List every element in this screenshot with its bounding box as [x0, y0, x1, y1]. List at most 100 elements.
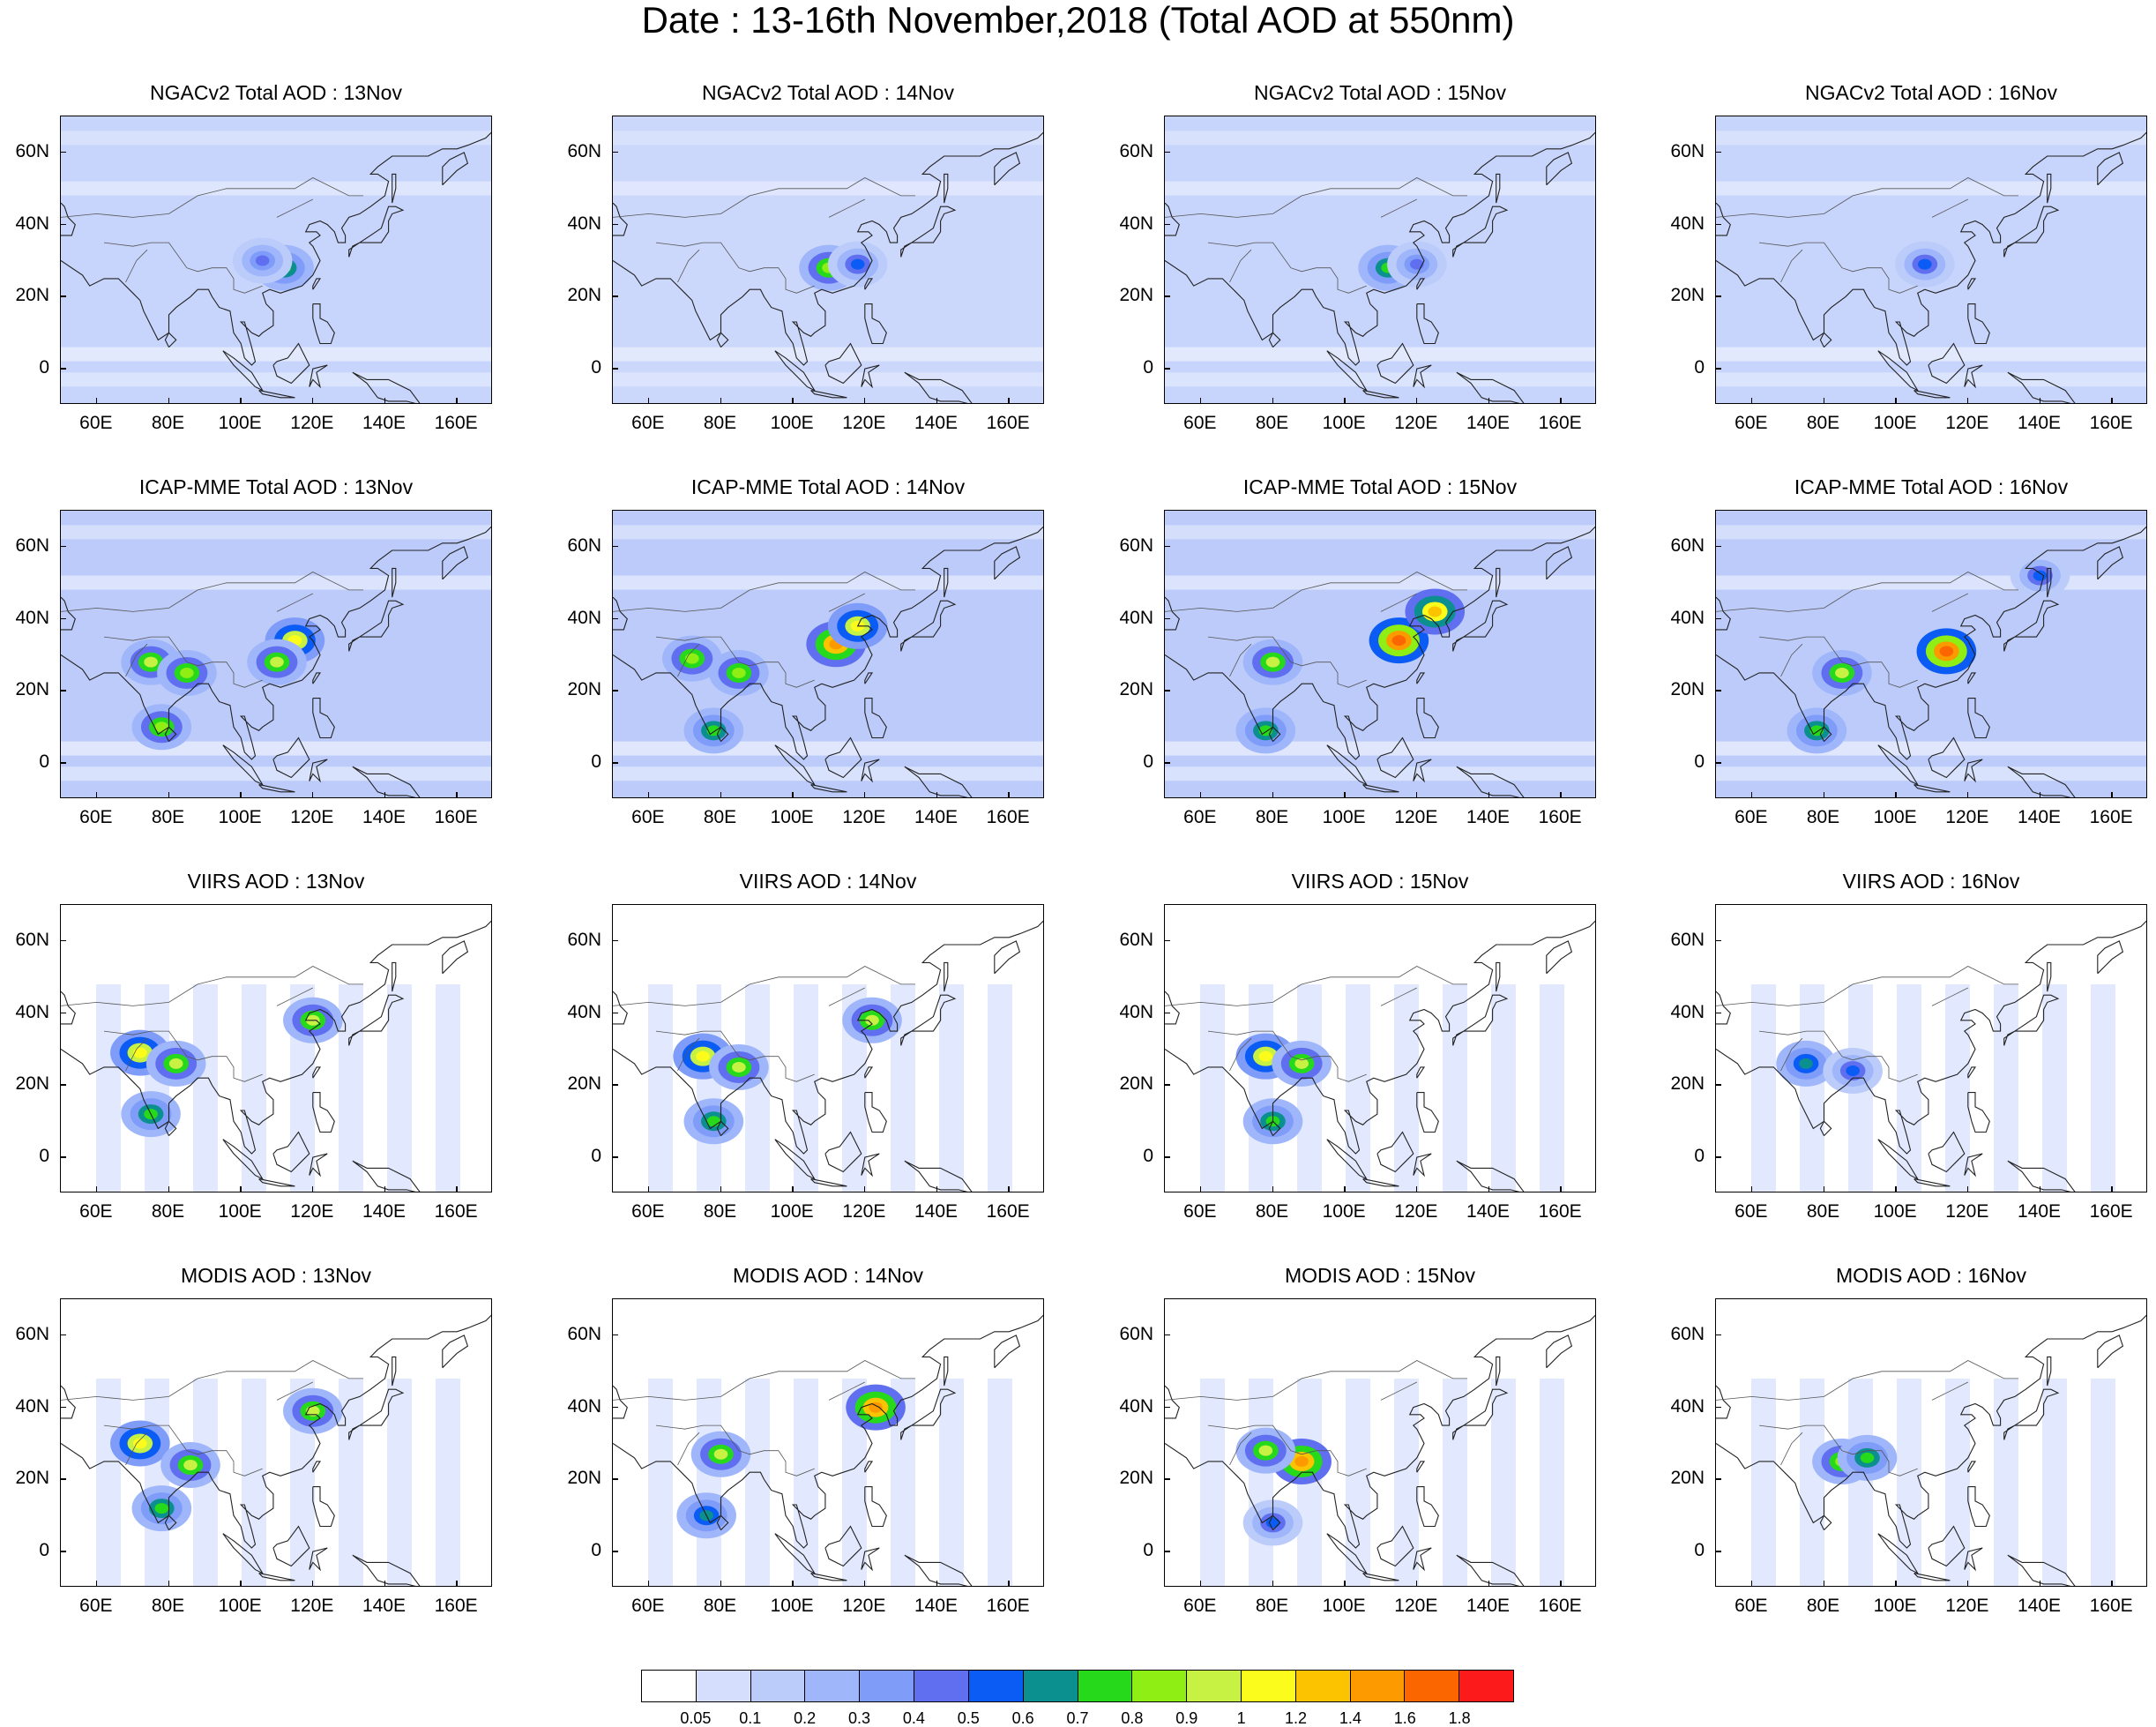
border-line	[276, 198, 313, 218]
lon-tick-label: 80E	[1806, 1201, 1840, 1222]
aod-band	[613, 525, 1043, 540]
lon-tick-label: 60E	[1734, 413, 1768, 433]
lat-tick-label: 20N	[1119, 679, 1153, 700]
swath-stripe	[1945, 984, 1970, 1192]
swath-stripe	[436, 984, 460, 1192]
coastline	[312, 1486, 335, 1528]
map-panel: MODIS AOD : 14Nov 60N 40N 20N 0 60E 80E 100E 120…	[567, 1264, 1044, 1616]
coastline	[2003, 994, 2060, 1046]
lon-tick-label: 120E	[842, 1201, 886, 1222]
lon-tick-label: 120E	[1394, 413, 1438, 433]
lon-tick	[1750, 1186, 1753, 1192]
coastline	[824, 342, 862, 385]
lon-tick-label: 100E	[1873, 1596, 1917, 1616]
lat-tick	[1164, 762, 1170, 764]
map-panel: NGACv2 Total AOD : 16Nov 60N 40N 20N 0 60E 80E…	[1670, 81, 2147, 433]
lon-tick	[1415, 1186, 1418, 1192]
border-line	[677, 1037, 700, 1072]
panel-title: ICAP-MME Total AOD : 15Nov	[1242, 475, 1518, 498]
coastline	[944, 961, 949, 992]
coastline	[1914, 1178, 1951, 1187]
lon-tick-label: 100E	[218, 1201, 262, 1222]
lon-tick-label: 140E	[2017, 807, 2062, 827]
lat-tick-label: 0	[1694, 1540, 1705, 1561]
border-line	[1780, 643, 1803, 677]
coastline	[774, 1533, 817, 1574]
aod-field	[61, 920, 491, 1192]
lon-tick-label: 100E	[1873, 807, 1917, 827]
lat-tick	[60, 1012, 66, 1014]
swath-stripe	[2042, 1379, 2067, 1586]
lat-tick	[1715, 690, 1721, 692]
lon-tick	[2039, 1186, 2040, 1192]
lat-tick	[612, 1084, 618, 1086]
border-line	[61, 1360, 363, 1401]
coastline	[258, 390, 295, 399]
coastline	[824, 1131, 862, 1173]
swath-stripe	[648, 984, 673, 1192]
swath-stripe	[1249, 984, 1273, 1192]
map-panel: ICAP-MME Total AOD : 16Nov 60N 40N 20N 0 60E 8…	[1670, 475, 2147, 827]
lat-tick-label: 0	[39, 357, 49, 378]
map-frame	[1715, 904, 2147, 1192]
aod-field	[613, 1314, 1043, 1586]
coastline	[442, 940, 469, 975]
coastline	[2003, 1388, 2060, 1440]
coastline	[1165, 202, 1180, 236]
lat-tick-label: 20N	[567, 1468, 601, 1489]
coastline	[2007, 371, 2076, 403]
border-line	[1780, 249, 1803, 283]
swath-stripe	[2091, 1379, 2115, 1586]
border-line	[276, 987, 313, 1006]
aod-hotspot	[306, 1405, 320, 1417]
lat-tick-label: 40N	[567, 1395, 601, 1417]
lon-tick-label: 60E	[1734, 807, 1768, 827]
panel-title: NGACv2 Total AOD : 14Nov	[702, 81, 954, 104]
colorbar-label: 0.1	[739, 1709, 762, 1727]
lat-tick-label: 20N	[15, 285, 49, 306]
coastline	[1877, 1533, 1920, 1574]
lon-tick	[95, 398, 98, 404]
coastline	[861, 1153, 880, 1178]
lon-tick-label: 160E	[2089, 1201, 2133, 1222]
coastline	[61, 1314, 491, 1549]
lon-tick-label: 120E	[1945, 807, 1989, 827]
coastline	[1416, 1092, 1439, 1133]
border-line	[1229, 643, 1252, 677]
aod-hotspot	[1428, 606, 1443, 617]
colorbar-label: 0.8	[1121, 1709, 1144, 1727]
aod-band	[1716, 131, 2146, 146]
coastline	[944, 1356, 949, 1387]
lat-tick	[60, 1551, 66, 1552]
coastline	[1416, 1461, 1426, 1473]
colorbar-swatch	[860, 1671, 915, 1701]
border-line	[1931, 593, 1968, 612]
coastline	[164, 1514, 177, 1530]
lat-tick	[612, 939, 618, 942]
coastline	[864, 1066, 874, 1079]
coastline	[312, 1092, 335, 1133]
lon-tick	[936, 1186, 937, 1192]
lon-tick	[1488, 792, 1489, 798]
aod-hotspot	[713, 1448, 728, 1460]
coastline	[1928, 736, 1966, 779]
lat-tick	[1164, 617, 1170, 620]
coastline	[864, 672, 874, 684]
coastline	[1416, 698, 1439, 739]
lon-tick-label: 100E	[770, 807, 814, 827]
aod-band	[61, 131, 491, 146]
lon-tick-label: 60E	[79, 1596, 113, 1616]
coastline	[864, 1486, 887, 1528]
coastline	[312, 278, 322, 290]
lon-tick-label: 100E	[1322, 413, 1366, 433]
lat-tick-label: 40N	[15, 607, 49, 628]
lon-tick	[240, 398, 242, 404]
coastline	[2047, 961, 2052, 992]
aod-hotspot	[183, 1460, 198, 1471]
aod-band	[613, 131, 1043, 146]
lat-tick-label: 60N	[15, 929, 49, 950]
coastline	[1452, 600, 1509, 652]
coastline	[1546, 940, 1573, 975]
border-line	[1758, 636, 1918, 688]
swath-stripe	[988, 984, 1012, 1192]
